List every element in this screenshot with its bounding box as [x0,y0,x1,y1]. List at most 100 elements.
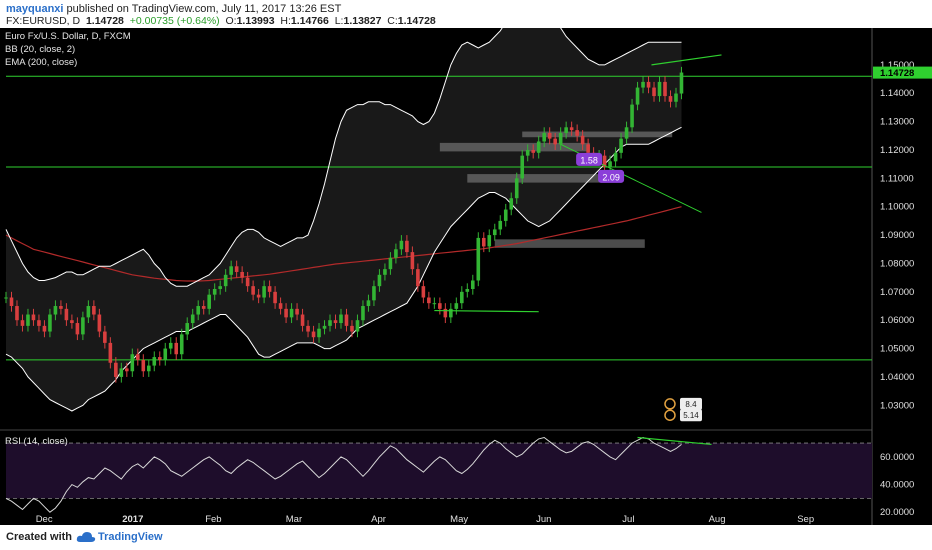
annotation-chip [679,409,702,422]
candle-body [350,325,354,332]
candle-body [509,198,514,210]
price-axis-tick: 1.08000 [880,258,914,269]
candle-body [300,314,305,326]
price-chart[interactable]: 1.58 2.09 8.4 5.14 1.03000 1.04000 1.05000 1.06… [0,28,932,525]
candle-body [421,286,426,298]
candle-body [168,342,173,349]
annotation-circle-icon [664,409,676,421]
author-name[interactable]: mayquanxi [6,3,64,15]
time-axis-tick: Jul [622,514,634,525]
chart-panel[interactable]: 1.58 2.09 8.4 5.14 1.03000 1.04000 1.05000 1.06… [0,28,932,525]
candle-body [575,130,579,136]
candle-body [37,320,41,326]
candle-body [416,269,420,287]
ohlc-high-label: H: [280,15,291,27]
time-axis-tick: Dec [36,514,53,525]
candle-body [569,127,574,131]
candle-body [657,81,662,97]
last-price-tag-text: 1.14728 [880,68,914,79]
candle-body [547,132,552,139]
candle-body [179,334,184,355]
candle-body [427,297,431,304]
ohlc-open: 1.13993 [236,15,275,27]
candle-body [31,314,36,321]
price-axis-tick: 1.09000 [880,230,914,241]
candle-body [15,306,19,321]
support-zone [467,174,618,183]
annotation-label: 1.58 [580,155,598,165]
time-axis-tick: Aug [709,514,726,525]
candle-body [92,306,96,315]
candle-body [146,365,151,372]
last-price-tag [873,66,932,79]
candle-body [284,308,288,318]
candle-body [141,359,146,372]
annotation-label: 2.09 [602,172,620,182]
rsi-line [5,436,682,513]
candle-body [498,220,503,230]
rsi-axis-tick: 20.0000 [880,507,914,518]
candle-body [586,144,590,153]
candle-body [443,308,448,318]
trend-line [651,54,722,66]
candle-body [322,325,327,329]
candle-body [262,286,266,298]
ohlc-close-label: C: [387,15,398,27]
annotation-chip [679,397,702,410]
rsi-legend[interactable]: RSI (14, close) [5,436,68,447]
candle-body [465,288,470,292]
annotation-label-bg [598,169,625,183]
change-value: +0.00735 (+0.64%) [129,15,220,27]
candle-body [59,306,63,309]
candle-body [630,104,634,128]
candle-body [4,297,8,299]
candle-body [394,249,398,258]
ema-legend[interactable]: EMA (200, close) [5,57,78,68]
candle-body [525,149,530,156]
candle-body [311,331,316,338]
candle-body [663,81,667,97]
candle-body [613,152,618,162]
candle-body [218,286,222,289]
candle-body [245,277,250,287]
price-axis-tick: 1.11000 [880,173,914,184]
candle-body [223,274,228,287]
candle-body [564,127,568,133]
time-axis-tick: Jun [536,514,551,525]
candle-body [635,87,640,105]
tradingview-brand[interactable]: TradingView [98,531,163,543]
candle-body [108,342,113,363]
candle-body [514,178,519,199]
support-zone [439,142,590,152]
candle-body [174,342,179,355]
bb-legend[interactable]: BB (20, close, 2) [5,44,76,55]
candle-body [372,286,376,301]
candle-body [333,320,338,324]
candle-body [152,357,157,366]
price-axis-tick: 1.06000 [880,315,914,326]
candle-body [449,308,453,318]
candle-body [646,81,651,88]
candle-body [328,320,332,326]
candle-body [234,266,239,272]
candle-body [157,357,162,360]
rsi-band-fill [6,443,872,499]
candle-body [163,348,168,360]
candle-body [196,306,201,315]
candle-body [476,237,481,281]
price-axis-tick: 1.12000 [880,145,914,156]
candle-body [26,314,30,326]
published-text: published on TradingView.com, July 11, 2… [66,3,342,15]
candle-body [399,240,404,250]
candle-body [273,291,277,304]
candle-body [388,257,393,270]
candle-body [608,161,612,168]
candle-body [81,317,85,335]
candle-body [531,149,536,153]
candle-body [130,354,135,372]
annotation-label-bg [576,152,603,166]
price-axis-tick: 1.03000 [880,400,914,411]
candle-body [624,127,629,139]
candle-body [53,306,58,315]
time-axis-tick: Mar [286,514,302,525]
